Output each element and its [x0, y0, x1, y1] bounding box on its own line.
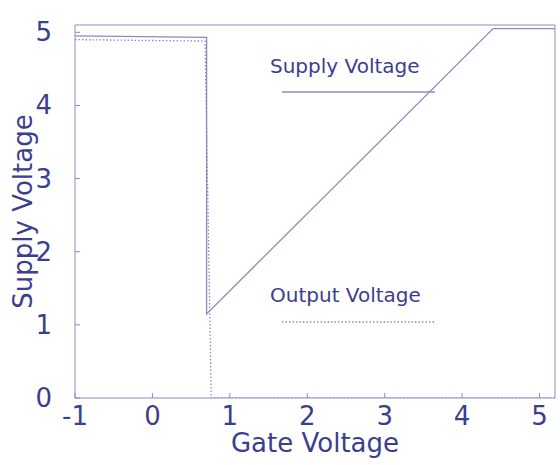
x-tick-label: 3 [376, 401, 393, 431]
chart: -1012345012345Gate VoltageSupply Voltage… [0, 0, 560, 465]
plot-area [75, 29, 555, 398]
legend-label: Output Voltage [270, 283, 421, 307]
y-axis-title: Supply Voltage [8, 114, 38, 308]
series-line [75, 29, 555, 314]
x-tick [539, 393, 540, 398]
y-tick-label: 5 [35, 17, 52, 47]
y-tick [75, 398, 80, 399]
y-tick-label: 1 [35, 310, 52, 340]
legend-swatch [282, 321, 435, 322]
x-axis-line [75, 398, 555, 399]
x-tick [307, 393, 308, 398]
y-tick [75, 178, 80, 179]
x-tick-label: 4 [454, 401, 471, 431]
x-tick [462, 393, 463, 398]
x-tick-label: 2 [299, 401, 316, 431]
x-tick [229, 393, 230, 398]
x-tick [152, 393, 153, 398]
x-tick-label: 0 [144, 401, 161, 431]
y-tick [75, 32, 80, 33]
x-tick [75, 393, 76, 398]
x-tick-label: 5 [531, 401, 548, 431]
x-axis-title: Gate Voltage [231, 428, 399, 458]
x-tick-label: -1 [62, 401, 88, 431]
legend-swatch [282, 91, 435, 92]
series-line [75, 40, 555, 398]
y-tick-label: 0 [35, 383, 52, 413]
x-tick [384, 393, 385, 398]
y-tick [75, 324, 80, 325]
y-tick [75, 251, 80, 252]
x-tick-label: 1 [222, 401, 239, 431]
y-tick [75, 105, 80, 106]
legend-label: Supply Voltage [270, 54, 420, 78]
frame-top [75, 25, 555, 26]
frame-right [555, 25, 556, 398]
y-axis-line [75, 25, 76, 398]
